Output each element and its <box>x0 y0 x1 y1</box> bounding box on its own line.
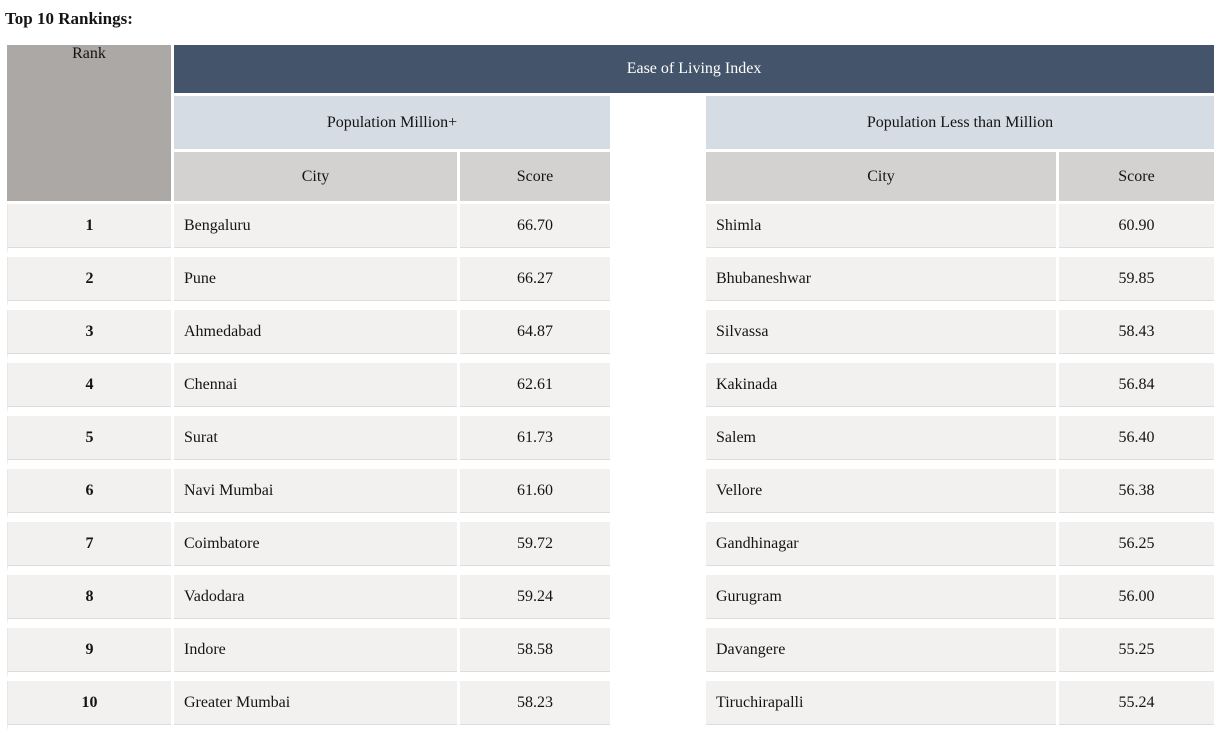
spacer-cell <box>613 363 703 413</box>
city-cell-less-than-million: Gurugram <box>706 575 1056 625</box>
score-header-million-plus: Score <box>460 152 610 201</box>
rank-cell: 10 <box>7 681 171 731</box>
header-row-main: Rank Ease of Living Index <box>7 45 1214 201</box>
main-header-cell: Ease of Living Index <box>174 45 1214 93</box>
rank-cell: 2 <box>7 257 171 307</box>
group-header-less-than-million: Population Less than Million <box>706 96 1214 149</box>
score-cell-less-than-million: 55.25 <box>1059 628 1214 678</box>
group-header-million-plus: Population Million+ <box>174 96 610 149</box>
city-cell-million-plus: Ahmedabad <box>174 310 457 360</box>
spacer-cell <box>613 628 703 678</box>
table-row: 3 Ahmedabad 64.87 Silvassa 58.43 <box>7 310 1214 360</box>
score-cell-less-than-million: 58.43 <box>1059 310 1214 360</box>
score-cell-million-plus: 66.70 <box>460 204 610 254</box>
rank-cell: 9 <box>7 628 171 678</box>
table-row: 2 Pune 66.27 Bhubaneshwar 59.85 <box>7 257 1214 307</box>
rank-cell: 7 <box>7 522 171 572</box>
table-row: 7 Coimbatore 59.72 Gandhinagar 56.25 <box>7 522 1214 572</box>
city-cell-less-than-million: Davangere <box>706 628 1056 678</box>
table-row: 4 Chennai 62.61 Kakinada 56.84 <box>7 363 1214 413</box>
score-cell-less-than-million: 56.40 <box>1059 416 1214 466</box>
table-row: 5 Surat 61.73 Salem 56.40 <box>7 416 1214 466</box>
page-title: Top 10 Rankings: <box>5 9 133 28</box>
spacer-cell <box>613 96 703 149</box>
rank-cell: 5 <box>7 416 171 466</box>
rankings-table: Rank Ease of Living Index Population Mil… <box>4 42 1217 734</box>
rank-cell: 4 <box>7 363 171 413</box>
spacer-cell <box>613 469 703 519</box>
city-cell-less-than-million: Tiruchirapalli <box>706 681 1056 731</box>
city-cell-less-than-million: Silvassa <box>706 310 1056 360</box>
score-cell-million-plus: 59.24 <box>460 575 610 625</box>
rank-cell: 1 <box>7 204 171 254</box>
spacer-cell <box>613 416 703 466</box>
score-cell-million-plus: 58.23 <box>460 681 610 731</box>
score-cell-less-than-million: 60.90 <box>1059 204 1214 254</box>
table-row: 8 Vadodara 59.24 Gurugram 56.00 <box>7 575 1214 625</box>
city-cell-million-plus: Chennai <box>174 363 457 413</box>
city-cell-million-plus: Pune <box>174 257 457 307</box>
city-cell-less-than-million: Vellore <box>706 469 1056 519</box>
rank-cell: 8 <box>7 575 171 625</box>
city-cell-million-plus: Indore <box>174 628 457 678</box>
rank-header-cell: Rank <box>7 45 171 201</box>
score-cell-million-plus: 58.58 <box>460 628 610 678</box>
score-cell-million-plus: 61.60 <box>460 469 610 519</box>
table-row: 1 Bengaluru 66.70 Shimla 60.90 <box>7 204 1214 254</box>
score-cell-million-plus: 61.73 <box>460 416 610 466</box>
spacer-cell <box>613 522 703 572</box>
city-cell-less-than-million: Kakinada <box>706 363 1056 413</box>
city-cell-less-than-million: Gandhinagar <box>706 522 1056 572</box>
spacer-cell <box>613 681 703 731</box>
score-cell-million-plus: 59.72 <box>460 522 610 572</box>
score-cell-million-plus: 64.87 <box>460 310 610 360</box>
score-cell-less-than-million: 55.24 <box>1059 681 1214 731</box>
rank-cell: 6 <box>7 469 171 519</box>
score-cell-less-than-million: 56.00 <box>1059 575 1214 625</box>
table-row: 10 Greater Mumbai 58.23 Tiruchirapalli 5… <box>7 681 1214 731</box>
score-cell-million-plus: 62.61 <box>460 363 610 413</box>
city-header-million-plus: City <box>174 152 457 201</box>
score-cell-less-than-million: 56.84 <box>1059 363 1214 413</box>
city-cell-less-than-million: Salem <box>706 416 1056 466</box>
city-cell-million-plus: Surat <box>174 416 457 466</box>
header-row-columns: City Score City Score <box>7 152 1214 201</box>
city-cell-million-plus: Navi Mumbai <box>174 469 457 519</box>
city-cell-million-plus: Vadodara <box>174 575 457 625</box>
spacer-cell <box>613 575 703 625</box>
spacer-cell <box>613 152 703 201</box>
score-cell-million-plus: 66.27 <box>460 257 610 307</box>
score-cell-less-than-million: 56.25 <box>1059 522 1214 572</box>
city-cell-million-plus: Coimbatore <box>174 522 457 572</box>
spacer-cell <box>613 310 703 360</box>
rank-cell: 3 <box>7 310 171 360</box>
spacer-cell <box>613 257 703 307</box>
score-cell-less-than-million: 59.85 <box>1059 257 1214 307</box>
header-row-groups: Population Million+ Population Less than… <box>7 96 1214 149</box>
spacer-cell <box>613 204 703 254</box>
table-row: 6 Navi Mumbai 61.60 Vellore 56.38 <box>7 469 1214 519</box>
score-cell-less-than-million: 56.38 <box>1059 469 1214 519</box>
city-cell-million-plus: Greater Mumbai <box>174 681 457 731</box>
city-cell-less-than-million: Bhubaneshwar <box>706 257 1056 307</box>
city-cell-million-plus: Bengaluru <box>174 204 457 254</box>
table-row: 9 Indore 58.58 Davangere 55.25 <box>7 628 1214 678</box>
score-header-less-than-million: Score <box>1059 152 1214 201</box>
city-header-less-than-million: City <box>706 152 1056 201</box>
city-cell-less-than-million: Shimla <box>706 204 1056 254</box>
